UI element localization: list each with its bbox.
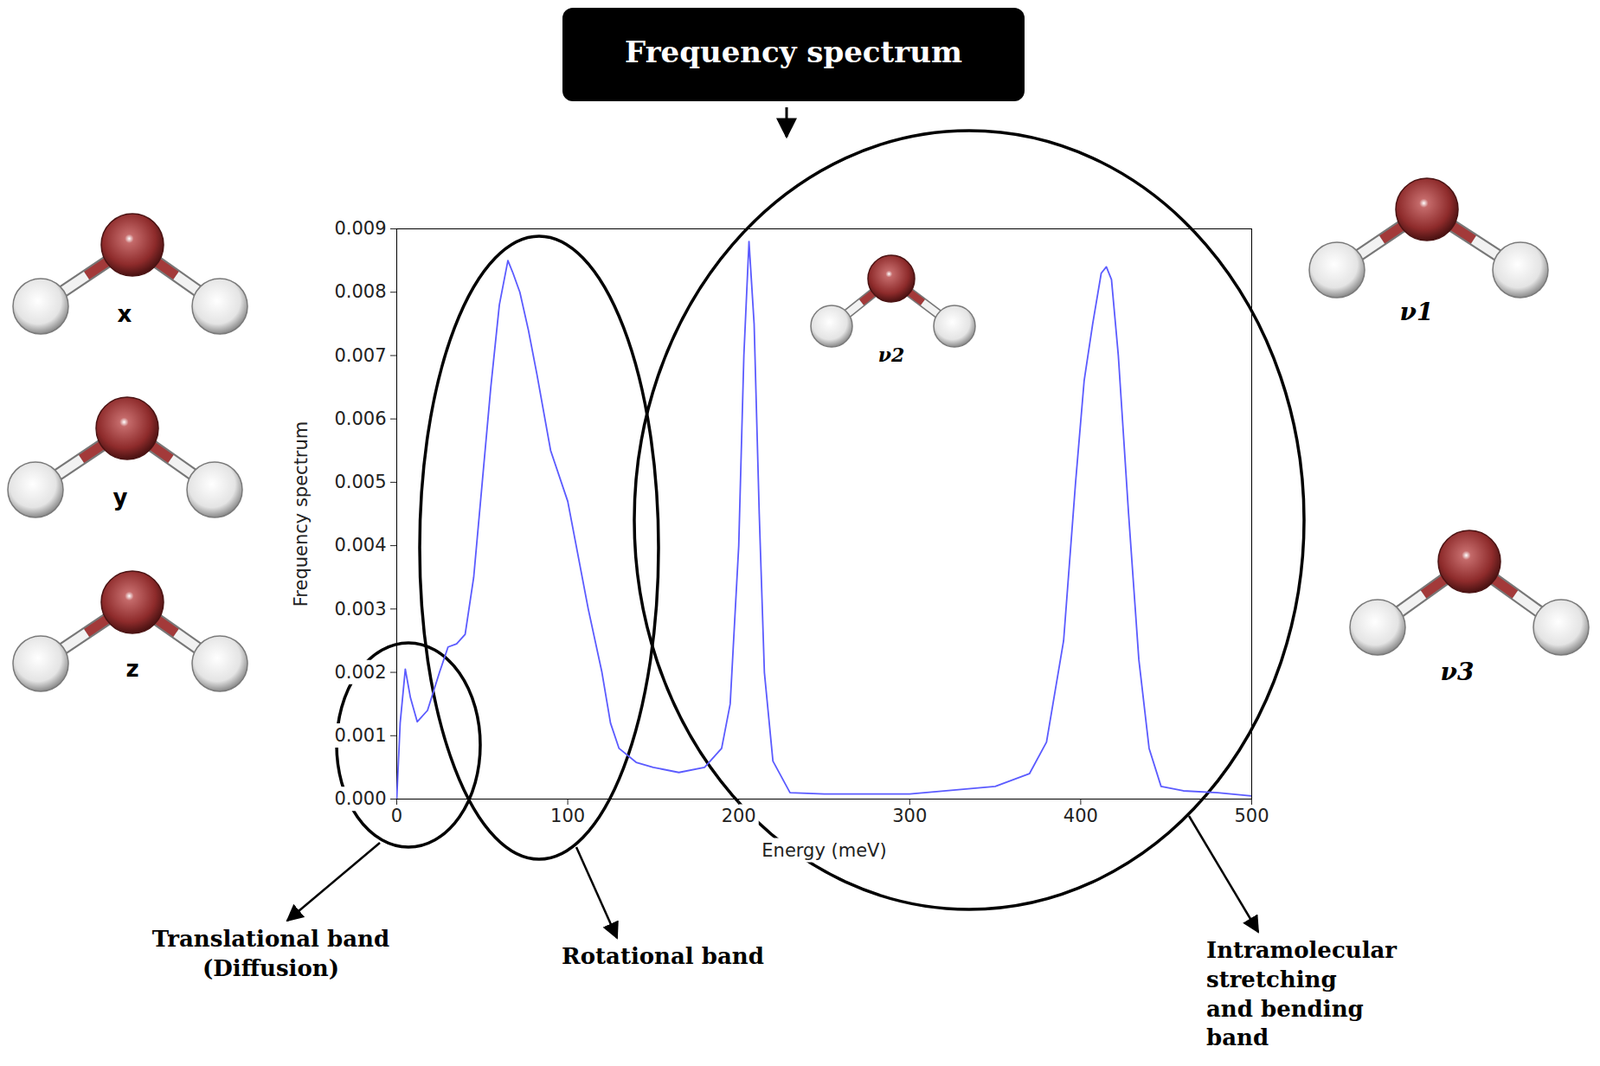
svg-text:ν3: ν3 <box>1440 657 1475 687</box>
svg-text:500: 500 <box>1233 805 1269 827</box>
svg-text:Translational band(Diffusion): Translational band(Diffusion) <box>152 925 390 982</box>
svg-text:Frequency spectrum: Frequency spectrum <box>290 421 312 608</box>
svg-text:0.001: 0.001 <box>334 725 386 746</box>
svg-text:ν2: ν2 <box>878 343 906 367</box>
svg-text:0: 0 <box>391 805 403 827</box>
svg-text:ν1: ν1 <box>1400 297 1434 327</box>
svg-text:y: y <box>113 484 129 511</box>
svg-text:100: 100 <box>550 805 585 827</box>
svg-text:0.002: 0.002 <box>334 661 386 683</box>
svg-text:0.004: 0.004 <box>334 534 386 556</box>
svg-text:Energy (meV): Energy (meV) <box>761 840 887 862</box>
svg-text:0.003: 0.003 <box>334 598 386 620</box>
svg-text:0.009: 0.009 <box>334 218 386 239</box>
svg-text:0.007: 0.007 <box>334 345 386 367</box>
svg-text:0.006: 0.006 <box>334 408 386 430</box>
svg-text:400: 400 <box>1063 805 1099 827</box>
svg-text:x: x <box>117 301 133 328</box>
svg-text:Intramolecularstretchingand be: Intramolecularstretchingand bendingband <box>1206 937 1397 1051</box>
svg-text:Frequency spectrum: Frequency spectrum <box>624 34 963 70</box>
svg-text:0.005: 0.005 <box>334 471 386 493</box>
svg-text:0.008: 0.008 <box>334 281 386 303</box>
svg-text:200: 200 <box>721 805 757 827</box>
svg-text:0.000: 0.000 <box>334 788 386 810</box>
svg-text:300: 300 <box>892 805 927 827</box>
svg-text:z: z <box>125 655 139 682</box>
svg-text:Rotational band: Rotational band <box>561 943 765 970</box>
